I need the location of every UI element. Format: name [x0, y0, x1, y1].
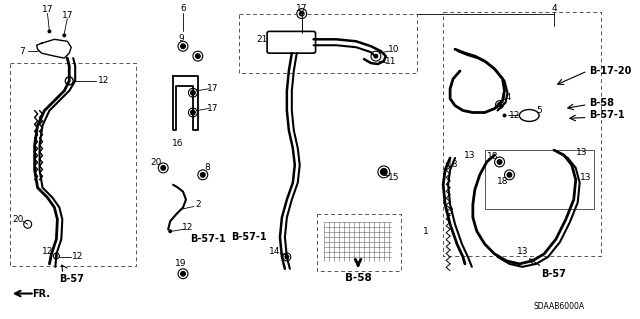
- Text: 8: 8: [205, 163, 211, 172]
- Text: 12: 12: [182, 223, 194, 232]
- Text: 17: 17: [207, 84, 218, 93]
- Text: 18: 18: [487, 152, 499, 160]
- Text: 18: 18: [447, 160, 459, 169]
- Circle shape: [180, 43, 186, 49]
- Circle shape: [497, 159, 502, 165]
- Text: 20: 20: [150, 159, 162, 167]
- Text: 12: 12: [72, 252, 83, 262]
- Circle shape: [497, 102, 502, 107]
- Text: 17: 17: [207, 104, 218, 113]
- Text: 9: 9: [178, 34, 184, 43]
- Circle shape: [160, 165, 166, 171]
- Text: 17: 17: [61, 11, 73, 20]
- Circle shape: [380, 168, 388, 176]
- Text: B-57-1: B-57-1: [589, 110, 625, 121]
- Circle shape: [190, 90, 196, 96]
- Text: 14: 14: [500, 93, 512, 102]
- Circle shape: [168, 229, 172, 233]
- Text: 13: 13: [516, 247, 528, 256]
- Text: B-58: B-58: [589, 98, 614, 108]
- Text: 7: 7: [19, 47, 24, 56]
- Text: 4: 4: [551, 4, 557, 13]
- Text: 12: 12: [509, 111, 520, 120]
- Circle shape: [190, 109, 196, 115]
- Text: 3: 3: [447, 207, 453, 216]
- Text: 11: 11: [385, 56, 397, 66]
- Text: 10: 10: [388, 45, 399, 54]
- Circle shape: [502, 114, 506, 117]
- Text: SDAAB6000A: SDAAB6000A: [533, 302, 584, 311]
- Text: B-57: B-57: [59, 274, 84, 284]
- Text: B-17-20: B-17-20: [589, 66, 632, 76]
- Text: 21: 21: [257, 35, 268, 44]
- Text: 13: 13: [580, 173, 591, 182]
- Text: 16: 16: [172, 139, 184, 148]
- Text: B-57-1: B-57-1: [232, 232, 267, 242]
- Text: 2: 2: [195, 200, 201, 209]
- Circle shape: [299, 11, 305, 17]
- Text: 20: 20: [12, 215, 24, 224]
- Circle shape: [506, 172, 513, 178]
- Text: 17: 17: [42, 5, 53, 14]
- Text: FR.: FR.: [33, 289, 51, 299]
- Circle shape: [373, 54, 378, 59]
- Circle shape: [195, 53, 201, 59]
- Text: 5: 5: [536, 106, 542, 115]
- Text: 1: 1: [422, 227, 428, 236]
- Circle shape: [47, 29, 51, 33]
- Circle shape: [284, 255, 289, 259]
- Text: 12: 12: [98, 76, 109, 85]
- Text: 18: 18: [497, 177, 508, 186]
- Text: 6: 6: [180, 4, 186, 13]
- Text: 15: 15: [388, 173, 399, 182]
- Circle shape: [62, 33, 67, 37]
- Text: 12: 12: [42, 247, 53, 256]
- Circle shape: [55, 255, 58, 257]
- Circle shape: [200, 172, 205, 178]
- Text: B-58: B-58: [345, 273, 371, 283]
- Text: 13: 13: [576, 148, 588, 157]
- Circle shape: [180, 271, 186, 277]
- Text: 13: 13: [464, 151, 476, 160]
- Text: B-57: B-57: [541, 269, 566, 279]
- Text: 14: 14: [269, 247, 281, 256]
- Text: 19: 19: [175, 259, 187, 268]
- Text: B-57-1: B-57-1: [190, 234, 225, 244]
- Text: 17: 17: [296, 4, 307, 13]
